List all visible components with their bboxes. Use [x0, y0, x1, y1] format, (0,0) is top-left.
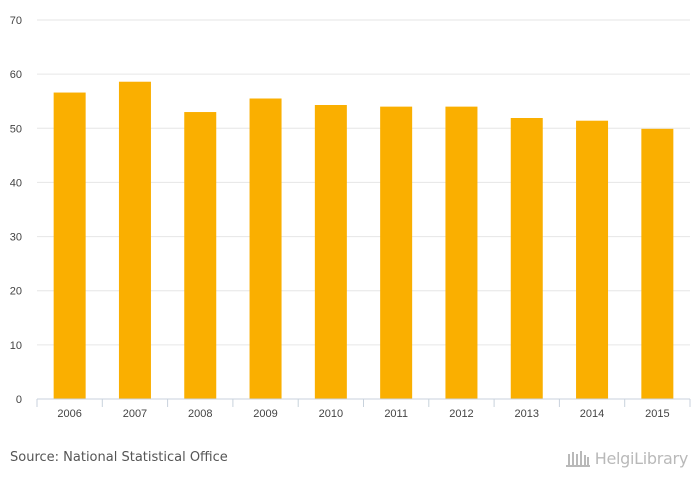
y-tick-label: 60	[10, 69, 22, 81]
x-tick-label: 2007	[123, 408, 147, 420]
y-tick-label: 30	[10, 232, 22, 244]
bar-chart: 0 10 20 30 40 50 60 70 2006 2007 2008 2009 2010 2011 2…	[10, 15, 691, 420]
brand-name: HelgiLibrary	[594, 448, 689, 468]
y-tick-label: 50	[10, 123, 22, 135]
bar-2011[interactable]	[380, 106, 413, 399]
x-tick-label: 2006	[57, 408, 81, 420]
source-note: Source: National Statistical Office	[10, 450, 228, 465]
x-tick-label: 2008	[188, 408, 212, 420]
y-tick-label: 20	[10, 286, 22, 298]
bar-2013[interactable]	[510, 117, 543, 400]
y-tick-label: 40	[10, 177, 22, 189]
bar-2014[interactable]	[576, 120, 609, 399]
y-tick-label: 10	[10, 340, 22, 352]
bar-2007[interactable]	[118, 81, 151, 400]
x-tick-label: 2011	[384, 408, 408, 420]
bar-2012[interactable]	[445, 106, 478, 399]
brand-logo[interactable]: HelgiLibrary	[565, 448, 688, 468]
x-tick-label: 2015	[645, 408, 669, 420]
x-axis	[36, 398, 691, 407]
bar-2008[interactable]	[184, 112, 217, 400]
bar-2009[interactable]	[249, 98, 282, 399]
tick-labels: 0 10 20 30 40 50 60 70 2006 2007 2008 2009 2010 2011 2…	[10, 15, 670, 420]
x-tick-label: 2014	[580, 408, 604, 420]
y-tick-label: 0	[16, 394, 22, 406]
x-tick-label: 2010	[319, 408, 343, 420]
bar-2010[interactable]	[314, 105, 347, 400]
bar-series	[53, 81, 674, 400]
x-tick-label: 2012	[449, 408, 473, 420]
bar-2006[interactable]	[53, 92, 86, 400]
library-building-icon	[565, 451, 590, 467]
bar-2015[interactable]	[641, 128, 674, 399]
y-tick-label: 70	[10, 15, 22, 27]
x-tick-label: 2013	[515, 408, 539, 420]
x-tick-label: 2009	[253, 408, 277, 420]
